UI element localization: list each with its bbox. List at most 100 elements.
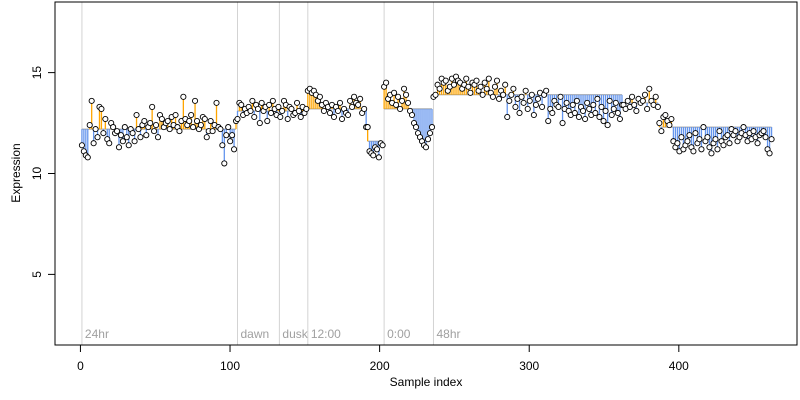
data-point bbox=[121, 124, 128, 131]
phase-label-5: 48hr bbox=[436, 327, 460, 341]
data-point bbox=[84, 154, 91, 161]
data-point bbox=[247, 107, 254, 115]
phase-label-4: 0:00 bbox=[387, 327, 411, 341]
data-point bbox=[590, 101, 597, 108]
data-point bbox=[760, 128, 767, 135]
data-point bbox=[231, 146, 238, 153]
x-axis-label: Sample index bbox=[390, 375, 463, 389]
data-point bbox=[573, 97, 580, 104]
data-point bbox=[209, 128, 216, 135]
data-point bbox=[361, 105, 368, 112]
data-point bbox=[465, 83, 472, 90]
data-point bbox=[295, 107, 302, 115]
phase-label-0: 24hr bbox=[85, 327, 109, 341]
data-point bbox=[644, 105, 651, 112]
data-point bbox=[692, 130, 699, 137]
data-point bbox=[450, 81, 458, 88]
data-point bbox=[110, 124, 117, 131]
data-point bbox=[152, 122, 160, 129]
data-point bbox=[506, 97, 513, 104]
data-point bbox=[629, 93, 636, 100]
data-point bbox=[351, 93, 358, 100]
data-point bbox=[726, 140, 733, 147]
y-tick-label-0: 5 bbox=[30, 271, 44, 278]
data-points bbox=[78, 73, 775, 167]
data-point bbox=[188, 111, 195, 119]
data-point bbox=[223, 132, 230, 139]
data-point bbox=[518, 93, 525, 100]
data-point bbox=[395, 93, 402, 100]
data-point bbox=[347, 97, 354, 104]
phase-label-2: dusk bbox=[282, 327, 308, 341]
data-point bbox=[526, 97, 533, 104]
data-point bbox=[117, 132, 124, 139]
data-point bbox=[559, 120, 566, 127]
data-point bbox=[164, 117, 171, 125]
x-tick-label-1: 100 bbox=[220, 359, 240, 373]
data-point bbox=[539, 103, 546, 110]
data-point bbox=[221, 160, 228, 167]
data-point bbox=[383, 79, 390, 86]
data-point bbox=[403, 91, 410, 98]
data-point bbox=[149, 103, 156, 110]
data-point bbox=[288, 105, 295, 112]
data-point bbox=[524, 105, 531, 112]
data-point bbox=[716, 128, 723, 135]
data-point bbox=[78, 142, 85, 149]
data-point bbox=[768, 136, 775, 143]
data-point bbox=[330, 113, 338, 121]
data-point bbox=[422, 144, 430, 151]
data-point bbox=[269, 97, 276, 104]
data-point bbox=[397, 105, 404, 112]
data-point bbox=[192, 97, 199, 104]
data-point bbox=[666, 122, 673, 129]
data-point bbox=[229, 132, 236, 139]
data-point bbox=[614, 109, 621, 117]
data-point bbox=[391, 89, 398, 96]
data-point bbox=[750, 128, 757, 135]
data-point bbox=[754, 140, 761, 147]
data-point bbox=[495, 95, 503, 102]
data-point bbox=[154, 134, 162, 141]
data-point bbox=[176, 128, 183, 135]
data-point bbox=[320, 107, 327, 115]
data-point bbox=[277, 113, 284, 121]
data-point bbox=[432, 91, 439, 98]
data-point bbox=[442, 77, 449, 84]
data-point bbox=[193, 117, 201, 125]
data-point bbox=[279, 107, 286, 115]
data-point bbox=[483, 85, 490, 92]
data-point bbox=[131, 138, 138, 145]
data-point bbox=[217, 126, 224, 133]
data-point bbox=[467, 89, 474, 96]
data-point bbox=[479, 91, 486, 98]
data-point bbox=[238, 101, 245, 108]
data-point bbox=[123, 134, 130, 141]
data-point bbox=[668, 115, 675, 123]
data-point bbox=[534, 95, 542, 102]
data-point bbox=[485, 75, 492, 82]
data-point bbox=[275, 103, 282, 110]
data-point bbox=[598, 103, 605, 110]
data-point bbox=[493, 77, 501, 84]
data-point bbox=[762, 134, 769, 141]
data-point bbox=[349, 103, 356, 110]
data-point bbox=[370, 152, 377, 159]
data-point bbox=[543, 87, 550, 94]
data-point bbox=[582, 115, 589, 123]
data-point bbox=[522, 87, 529, 94]
data-point bbox=[477, 83, 484, 90]
data-point bbox=[530, 111, 537, 119]
data-point bbox=[92, 126, 99, 133]
data-point bbox=[608, 111, 615, 119]
data-point bbox=[436, 85, 443, 92]
data-point bbox=[512, 103, 519, 110]
phase-lines bbox=[81, 2, 434, 345]
data-point bbox=[532, 101, 539, 108]
data-point bbox=[563, 99, 570, 106]
data-point bbox=[345, 111, 352, 119]
data-point bbox=[207, 117, 214, 125]
data-point bbox=[698, 146, 705, 153]
data-point bbox=[646, 85, 653, 92]
data-point bbox=[267, 109, 275, 117]
